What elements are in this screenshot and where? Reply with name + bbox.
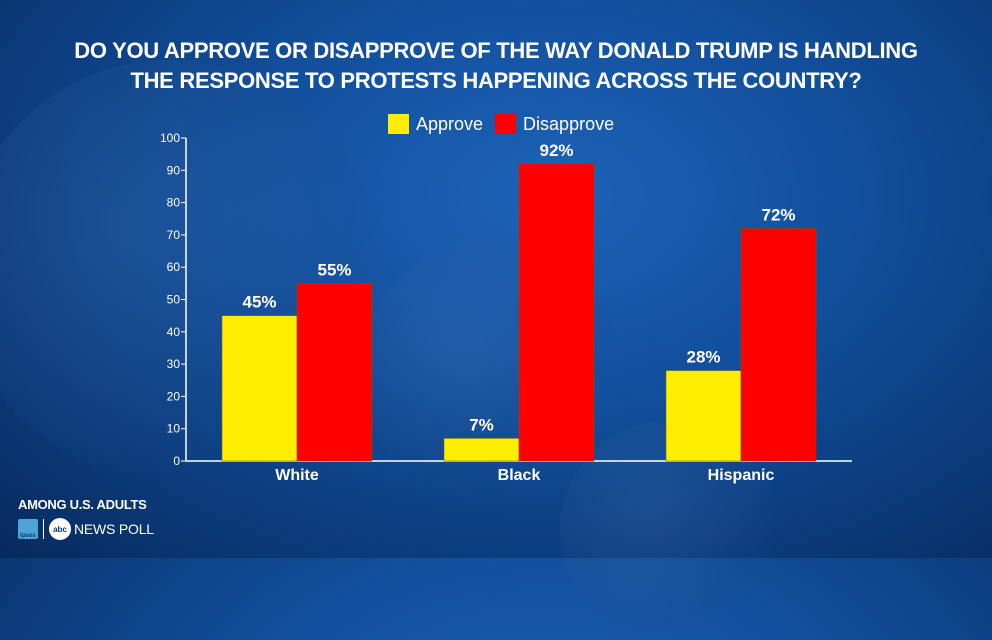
bar-chart: 0 10 20 30 40 50 60 70 80 90 100 45% 55% White 7% 92% Bl…	[160, 131, 817, 484]
y-tick-label: 0	[173, 454, 180, 468]
y-tick-label: 10	[167, 422, 181, 436]
x-tick-label: Hispanic	[708, 467, 775, 484]
y-tick-label: 20	[167, 389, 181, 403]
legend-swatch-disapprove	[495, 114, 517, 134]
y-tick-label: 60	[167, 260, 181, 274]
data-label-disapprove-hispanic: 72%	[761, 205, 795, 224]
y-tick-label: 50	[167, 293, 181, 307]
legend-label-disapprove: Disapprove	[523, 113, 615, 134]
bar-disapprove-white	[296, 283, 373, 462]
data-label-approve-hispanic: 28%	[686, 348, 720, 367]
logo-divider	[43, 519, 44, 539]
y-tick-label: 40	[167, 325, 181, 339]
y-tick-label: 70	[167, 228, 181, 242]
y-tick-label: 30	[167, 357, 181, 371]
data-label-approve-black: 7%	[469, 415, 494, 434]
footer: AMONG U.S. ADULTS Ipsos abc NEWS POLL	[18, 497, 154, 540]
abc-logo: abc	[49, 518, 71, 540]
y-tick-label: 100	[160, 131, 180, 145]
bar-disapprove-hispanic	[740, 228, 817, 462]
x-tick-label: Black	[498, 467, 541, 484]
bar-approve-hispanic	[665, 370, 742, 462]
data-label-approve-white: 45%	[242, 293, 276, 312]
y-tick-label: 90	[167, 163, 181, 177]
data-label-disapprove-white: 55%	[317, 260, 351, 279]
logos: Ipsos abc NEWS POLL	[18, 518, 154, 540]
bar-disapprove-black	[518, 163, 595, 462]
chart-title: DO YOU APPROVE OR DISAPPROVE OF THE WAY …	[40, 36, 952, 96]
legend-item-disapprove: Disapprove	[495, 114, 614, 135]
legend-label-approve: Approve	[416, 113, 484, 134]
ipsos-logo: Ipsos	[18, 519, 38, 539]
title-line-2: THE RESPONSE TO PROTESTS HAPPENING ACROS…	[130, 68, 862, 93]
data-label-disapprove-black: 92%	[539, 141, 573, 160]
population-note: AMONG U.S. ADULTS	[18, 497, 147, 512]
bar-approve-white	[221, 315, 298, 462]
legend-swatch-approve	[388, 114, 409, 134]
legend-item-approve: Approve	[388, 114, 483, 135]
title-line-1: DO YOU APPROVE OR DISAPPROVE OF THE WAY …	[74, 38, 918, 63]
legend: Approve Disapprove	[388, 113, 626, 135]
y-tick-label: 80	[167, 196, 181, 210]
x-tick-label: White	[275, 467, 319, 484]
news-poll-label: NEWS POLL	[74, 521, 154, 537]
bar-approve-black	[443, 438, 520, 462]
